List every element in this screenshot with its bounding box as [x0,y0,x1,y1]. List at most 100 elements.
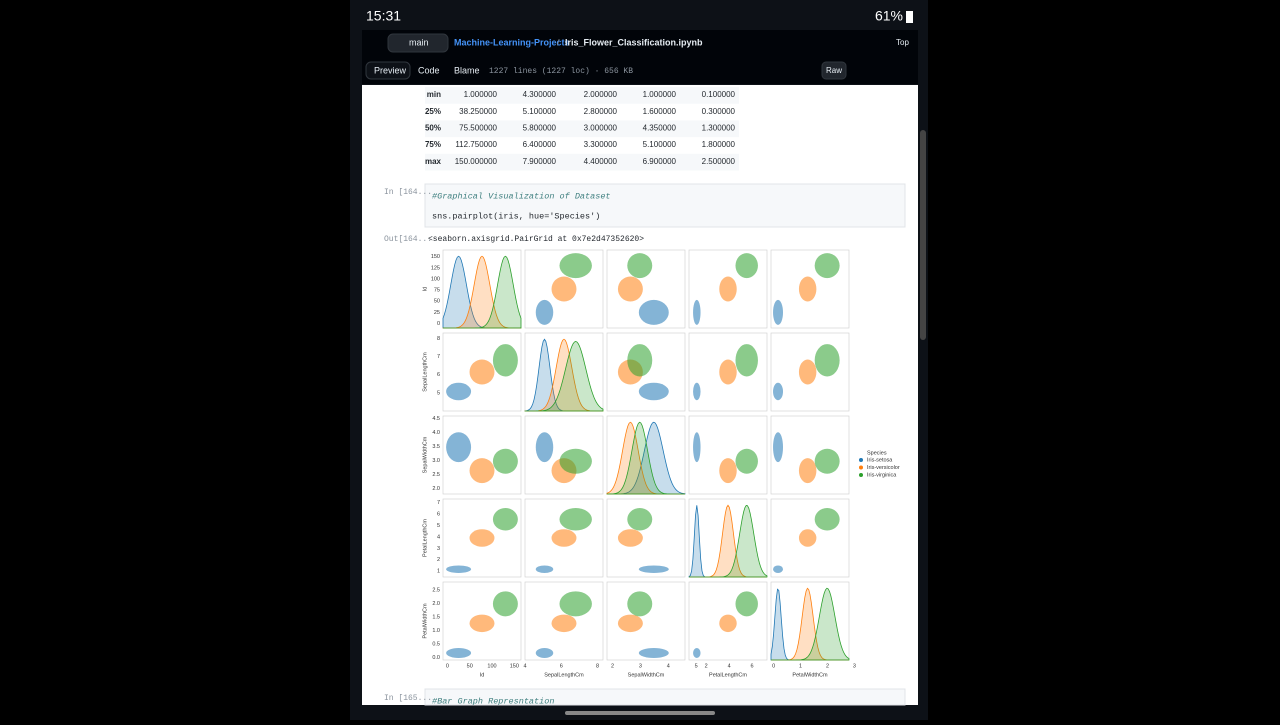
scatter-cluster [627,591,653,617]
y-tick-label: 1.0 [432,628,440,634]
table-cell: 1.600000 [643,107,677,116]
scatter-cluster [469,614,495,633]
y-tick-label: 7 [437,354,440,360]
scatter-cluster [693,647,701,658]
scatter-cluster [446,382,472,401]
scatter-cluster [535,299,554,325]
legend-marker [859,465,863,470]
legend-title: Species [867,450,887,456]
y-axis-label: Id [422,287,428,292]
output-text: <seaborn.axisgrid.PairGrid at 0x7e2d4735… [428,235,644,244]
scatter-cluster [446,565,472,573]
table-cell: 1.000000 [464,90,498,99]
x-tick-label: 6 [560,663,563,669]
x-tick-label: 50 [467,663,473,669]
home-indicator [565,711,715,715]
in-prompt: In [165... [384,694,432,703]
table-cell: 75.500000 [459,124,497,133]
y-tick-label: 6 [437,372,440,378]
scatter-cluster [551,529,577,547]
subplot [606,415,686,495]
table-cell: 0.300000 [702,107,736,116]
y-tick-label: 50 [434,299,440,305]
y-tick-label: 2 [437,557,440,563]
scatter-cluster [535,647,554,658]
x-axis-label: PetalWidthCm [792,672,828,678]
x-tick-label: 4 [667,663,670,669]
scatter-cluster [551,276,577,302]
tab[interactable]: Blame [454,65,480,75]
table-row-bg [425,153,739,171]
top-link[interactable]: Top [896,38,909,47]
x-tick-label: 2 [611,663,614,669]
scatter-cluster [798,458,817,484]
battery-icon [906,11,913,23]
scatter-cluster [798,276,817,302]
scatter-cluster [719,359,737,385]
y-tick-label: 4.0 [432,430,440,436]
table-cell: 4.300000 [523,90,557,99]
code-comment: #Graphical Visualization of Dataset [432,191,611,201]
y-tick-label: 1 [437,569,440,575]
table-cell: 4.350000 [643,124,677,133]
scatter-cluster [814,448,840,474]
table-row-header: 50% [425,124,441,133]
kde-area [443,255,522,329]
scatter-cluster [638,382,669,401]
scatter-cluster [814,508,840,531]
table-cell: 6.400000 [523,140,557,149]
tab[interactable]: Code [418,65,440,75]
y-axis-label: PetalLengthCm [422,519,428,557]
x-tick-label: 150 [510,663,519,669]
scatter-cluster [735,448,758,474]
y-tick-label: 3.0 [432,458,440,464]
scatter-cluster [798,359,817,385]
scatter-cluster [798,529,817,547]
y-tick-label: 0 [437,321,440,327]
x-tick-label: 4 [728,663,731,669]
x-axis-label: PetalLengthCm [709,672,747,678]
table-row-header: min [427,90,441,99]
scatter-cluster [814,344,840,377]
scatter-cluster [814,253,840,279]
subplot [524,332,604,412]
x-tick-label: 2 [705,663,708,669]
table-cell: 3.000000 [584,124,618,133]
code-cell [424,688,906,706]
subplot [688,498,768,578]
scatter-cluster [773,382,784,401]
tab[interactable]: Preview [374,65,407,75]
scatter-cluster [559,591,592,617]
scatter-cluster [492,591,518,617]
scatter-cluster [469,458,495,484]
x-axis-label: SepalWidthCm [628,672,665,678]
scatter-cluster [446,647,472,658]
y-tick-label: 1.5 [432,614,440,620]
scatter-cluster [535,565,554,573]
table-row-bg [425,87,739,104]
scatter-cluster [735,344,758,377]
y-axis-label: SepalWidthCm [422,436,428,473]
in-prompt: In [164... [384,188,432,197]
table-cell: 5.100000 [643,140,677,149]
table-cell: 2.500000 [702,157,736,166]
scatter-cluster [719,276,737,302]
scatter-cluster [617,529,643,547]
scatter-cluster [492,508,518,531]
scatter-cluster [735,591,758,617]
branch-button[interactable] [387,33,449,53]
x-tick-label: 4 [523,663,526,669]
y-tick-label: 8 [437,336,440,342]
scatter-cluster [469,529,495,547]
repo-link[interactable]: Machine-Learning-Projects [454,37,570,47]
y-tick-label: 5 [437,523,440,529]
scatter-cluster [492,448,518,474]
raw-button[interactable] [821,61,847,80]
scatter-cluster [492,344,518,377]
y-tick-label: 125 [431,265,440,271]
code-comment: #Bar Graph Represntation [432,696,554,706]
kde-area [606,421,685,495]
y-tick-label: 7 [437,500,440,506]
table-row-bg [425,120,739,138]
